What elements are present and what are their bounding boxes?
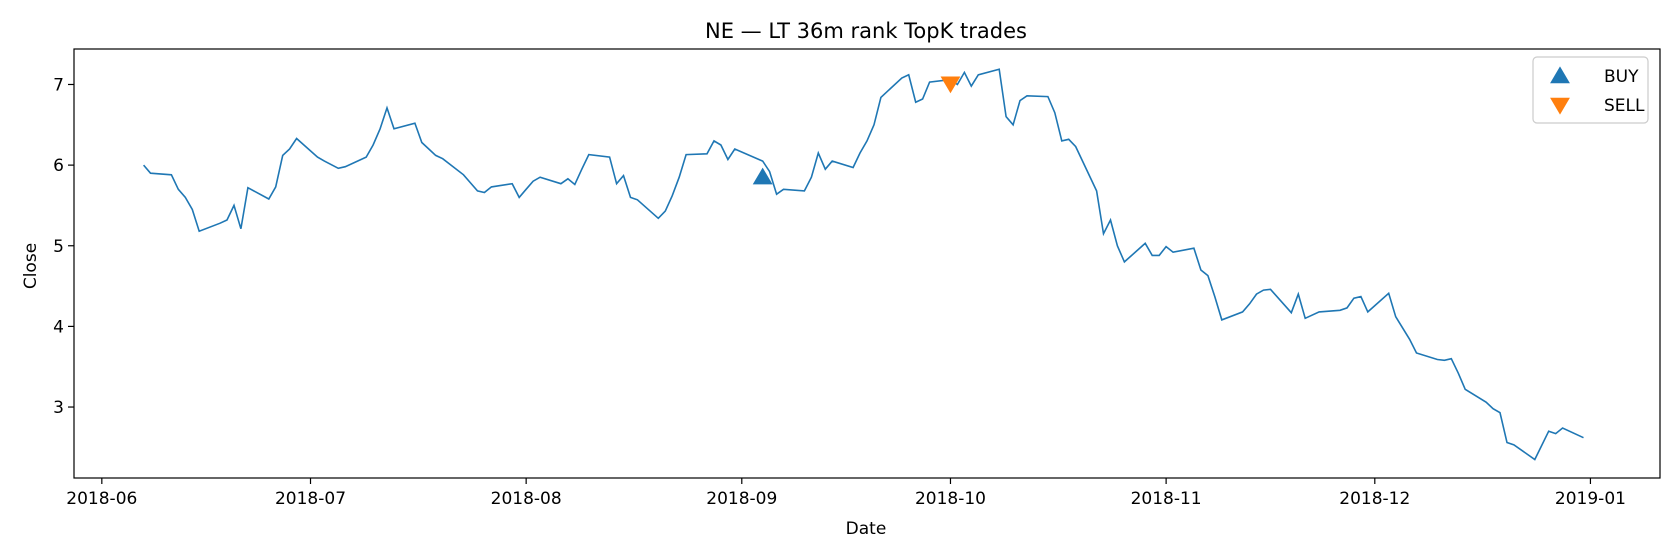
legend-sell-icon bbox=[1550, 97, 1570, 115]
y-tick-label: 6 bbox=[53, 156, 64, 176]
x-tick-label: 2018-08 bbox=[491, 489, 562, 509]
x-tick-label: 2018-10 bbox=[915, 489, 986, 509]
y-tick-label: 4 bbox=[53, 317, 64, 337]
legend-buy-label: BUY bbox=[1604, 67, 1639, 87]
trade-markers bbox=[752, 76, 961, 185]
y-axis: 3 4 5 6 7 bbox=[53, 75, 74, 418]
y-tick-label: 5 bbox=[53, 237, 64, 257]
legend-sell-label: SELL bbox=[1604, 96, 1645, 116]
y-axis-label: Close bbox=[21, 243, 41, 289]
x-axis-label: Date bbox=[846, 519, 887, 539]
x-tick-label: 2018-09 bbox=[706, 489, 777, 509]
x-tick-label: 2019-01 bbox=[1555, 489, 1626, 509]
x-tick-label: 2018-11 bbox=[1131, 489, 1202, 509]
legend: BUY SELL bbox=[1532, 56, 1649, 124]
x-tick-label: 2018-06 bbox=[66, 489, 137, 509]
x-tick-label: 2018-12 bbox=[1339, 489, 1410, 509]
plot-area-frame bbox=[73, 48, 1661, 479]
buy-marker bbox=[752, 167, 773, 185]
x-tick-label: 2018-07 bbox=[275, 489, 346, 509]
legend-buy-icon bbox=[1550, 66, 1570, 84]
sell-marker bbox=[940, 76, 961, 94]
x-axis: 2018-06 2018-07 2018-08 2018-09 2018-10 2018-… bbox=[66, 478, 1626, 509]
y-tick-label: 3 bbox=[53, 398, 64, 418]
y-tick-label: 7 bbox=[53, 75, 64, 95]
close-price-line bbox=[142, 68, 1584, 461]
chart-title: NE — LT 36m rank TopK trades bbox=[705, 19, 1027, 43]
